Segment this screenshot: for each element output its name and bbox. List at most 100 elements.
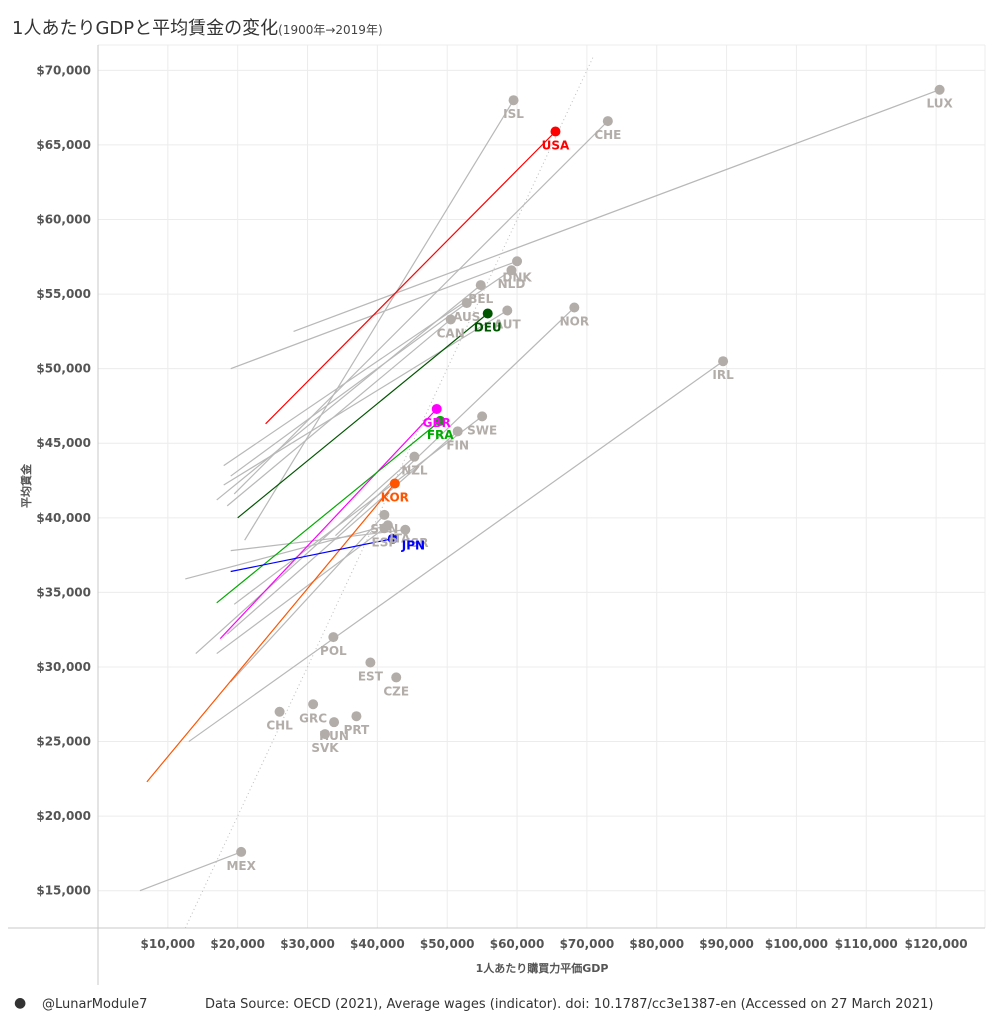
label-che: CHE bbox=[594, 128, 621, 142]
point-kor bbox=[389, 478, 400, 489]
trajectory-fin bbox=[226, 430, 459, 635]
y-tick-label: $25,000 bbox=[36, 735, 91, 749]
point-fra bbox=[435, 415, 446, 426]
point-svn bbox=[379, 509, 390, 520]
label-cze: CZE bbox=[383, 684, 409, 698]
point-aut bbox=[502, 305, 513, 316]
x-tick-label: $50,000 bbox=[420, 937, 475, 951]
point-svk bbox=[319, 729, 330, 740]
label-gbr: GBR bbox=[423, 416, 451, 430]
point-cze bbox=[391, 672, 402, 683]
chart-title-main: 1人あたりGDPと平均賃金の変化 bbox=[12, 18, 279, 39]
data-points bbox=[236, 84, 945, 857]
point-gbr bbox=[431, 403, 442, 414]
gridlines bbox=[98, 44, 986, 928]
point-mex bbox=[236, 846, 247, 857]
trajectory-aus bbox=[230, 302, 468, 477]
x-axis-label: 1人あたり購買力平価GDP bbox=[476, 961, 609, 975]
trajectory-kor bbox=[146, 483, 396, 783]
point-pol bbox=[328, 632, 339, 643]
trajectory-swe bbox=[233, 415, 483, 605]
label-esp: ESP bbox=[372, 535, 398, 549]
trajectory-svn bbox=[230, 514, 385, 683]
y-tick-label: $45,000 bbox=[36, 436, 91, 450]
y-tick-label: $15,000 bbox=[36, 884, 91, 898]
point-dnk bbox=[512, 256, 523, 267]
trajectory-isl bbox=[244, 99, 515, 541]
author-handle[interactable]: @LunarModule7 bbox=[42, 997, 148, 1012]
tableau-user-icon: ● bbox=[14, 995, 27, 1011]
label-bel: BEL bbox=[468, 292, 493, 306]
label-svn: SVN bbox=[370, 522, 398, 536]
y-axis-label: 平均賃金 bbox=[19, 463, 33, 508]
label-lux: LUX bbox=[926, 97, 953, 111]
label-irl: IRL bbox=[712, 368, 734, 382]
x-tick-label: $100,000 bbox=[765, 937, 828, 951]
trajectory-ita bbox=[185, 524, 389, 580]
point-swe bbox=[477, 411, 488, 422]
y-tick-label: $50,000 bbox=[36, 362, 91, 376]
y-tick-label: $65,000 bbox=[36, 138, 91, 152]
point-lux bbox=[934, 84, 945, 95]
trajectory-usa bbox=[265, 131, 556, 425]
trajectory-jpn bbox=[230, 538, 393, 573]
trajectory-fra bbox=[216, 420, 441, 604]
label-usa: USA bbox=[542, 139, 570, 153]
label-nor: NOR bbox=[560, 315, 589, 329]
point-grc bbox=[308, 699, 319, 710]
x-tick-label: $60,000 bbox=[490, 937, 545, 951]
label-hun: HUN bbox=[319, 729, 349, 743]
label-isl: ISL bbox=[503, 107, 524, 121]
trajectory-che bbox=[233, 120, 609, 495]
point-esp bbox=[379, 523, 390, 534]
trajectory-aut bbox=[223, 309, 508, 486]
x-tick-label: $40,000 bbox=[350, 937, 405, 951]
trajectory-gbr bbox=[219, 408, 438, 640]
label-grc: GRC bbox=[299, 711, 327, 725]
label-deu: DEU bbox=[474, 320, 502, 334]
point-nld bbox=[506, 265, 517, 276]
x-axis-ticks: $10,000 $20,000 $30,000 $40,000 $50,000 $60,0… bbox=[141, 937, 968, 951]
point-nzl bbox=[409, 451, 420, 462]
y-tick-label: $70,000 bbox=[36, 63, 91, 77]
y-tick-label: $20,000 bbox=[36, 809, 91, 823]
label-svk: SVK bbox=[311, 741, 339, 755]
trajectory-nor bbox=[335, 307, 575, 537]
point-aus bbox=[461, 298, 472, 309]
label-jpn: JPN bbox=[401, 539, 425, 553]
label-nzl: NZL bbox=[401, 464, 428, 478]
label-nld: NLD bbox=[498, 277, 526, 291]
y-tick-label: $60,000 bbox=[36, 213, 91, 227]
scatter-chart: $10,000 $20,000 $30,000 $40,000 $50,000 $60,0… bbox=[8, 44, 986, 985]
label-mex: MEX bbox=[226, 859, 256, 873]
point-nor bbox=[569, 302, 580, 313]
label-ita: ITA bbox=[389, 531, 411, 545]
point-deu bbox=[482, 308, 493, 319]
y-axis-ticks: $15,000 $20,000 $25,000 $30,000 $35,000 $40,0… bbox=[36, 63, 91, 897]
point-usa bbox=[550, 126, 561, 137]
label-fin: FIN bbox=[446, 438, 469, 452]
y-tick-label: $55,000 bbox=[36, 287, 91, 301]
point-can bbox=[445, 314, 456, 325]
trajectory-irl bbox=[188, 360, 724, 743]
label-kor: KOR bbox=[381, 491, 409, 505]
x-tick-label: $10,000 bbox=[141, 937, 196, 951]
x-tick-label: $120,000 bbox=[905, 937, 968, 951]
label-fra: FRA bbox=[427, 428, 454, 442]
label-aus: AUS bbox=[453, 310, 480, 324]
point-isl bbox=[508, 95, 519, 106]
label-aut: AUT bbox=[494, 317, 522, 331]
point-jpn bbox=[387, 533, 398, 544]
trajectory-can bbox=[226, 318, 452, 507]
trajectory-lines bbox=[139, 89, 940, 892]
label-isr: ISR bbox=[406, 536, 428, 550]
label-pol: POL bbox=[320, 644, 347, 658]
y-tick-label: $35,000 bbox=[36, 585, 91, 599]
x-tick-label: $70,000 bbox=[560, 937, 615, 951]
x-tick-label: $20,000 bbox=[210, 937, 265, 951]
chart-title: 1人あたりGDPと平均賃金の変化(1900年→2019年) bbox=[12, 14, 383, 40]
x-tick-label: $110,000 bbox=[835, 937, 898, 951]
chart-subtitle: (1900年→2019年) bbox=[278, 23, 383, 37]
label-can: CAN bbox=[437, 326, 465, 340]
